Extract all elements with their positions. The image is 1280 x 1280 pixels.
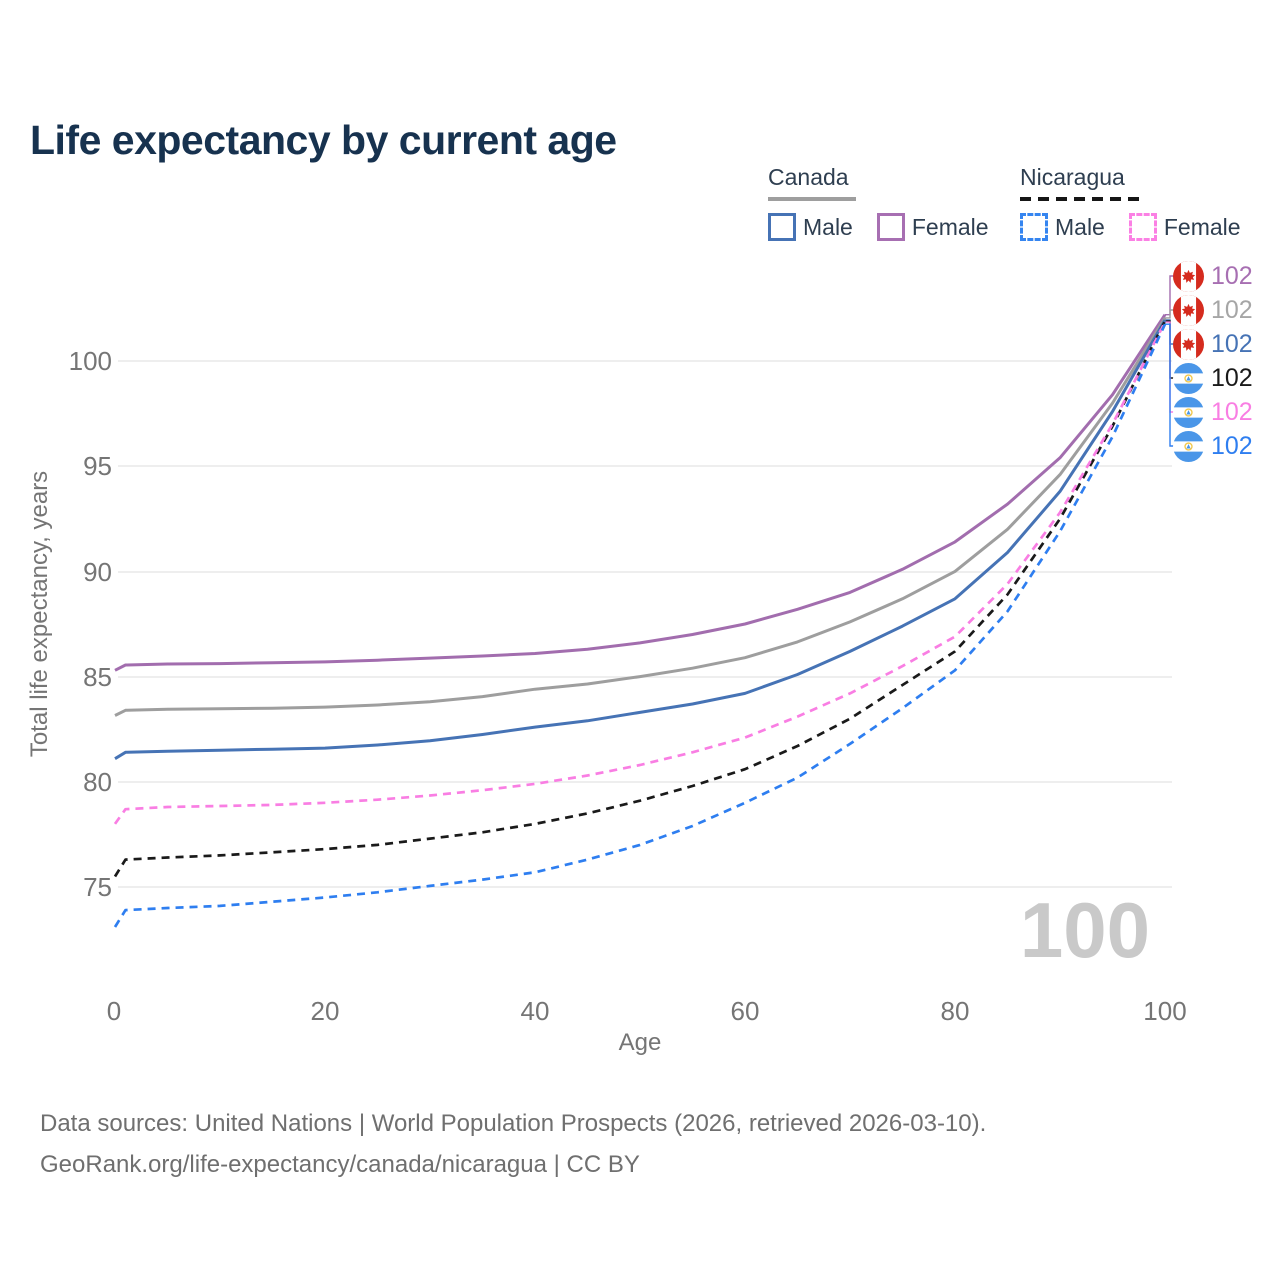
page-title: Life expectancy by current age xyxy=(30,117,617,164)
legend-nicaragua-underline xyxy=(1020,197,1140,201)
y-tick-labels: 100 95 90 85 80 75 xyxy=(69,346,112,902)
end-label-nicaragua-male: 102 xyxy=(1173,430,1253,462)
x-tick-0: 0 xyxy=(107,996,121,1026)
x-tick-80: 80 xyxy=(941,996,970,1026)
end-value-nicaragua-male: 102 xyxy=(1211,431,1253,460)
y-axis-title: Total life expectancy, years xyxy=(26,471,53,757)
canada-flag-icon xyxy=(1173,260,1204,292)
end-value-canada-female: 102 xyxy=(1211,261,1253,290)
y-tick-85: 85 xyxy=(83,662,112,692)
end-value-nicaragua-both: 102 xyxy=(1211,363,1253,392)
legend-group-nicaragua: Nicaragua Male Female xyxy=(1020,164,1241,241)
nicaragua-male-swatch-icon xyxy=(1020,213,1048,241)
y-tick-100: 100 xyxy=(69,346,112,376)
canada-male-swatch-icon xyxy=(768,213,796,241)
y-tick-90: 90 xyxy=(83,557,112,587)
x-tick-60: 60 xyxy=(731,996,760,1026)
series-line-canada-female xyxy=(114,313,1167,672)
end-label-nicaragua-female: 102 xyxy=(1173,396,1253,428)
nicaragua-female-swatch-icon xyxy=(1128,213,1157,241)
attribution-text: GeoRank.org/life-expectancy/canada/nicar… xyxy=(40,1151,640,1178)
end-value-canada-male: 102 xyxy=(1211,329,1253,358)
series-line-nicaragua-female xyxy=(113,321,1167,825)
x-tick-labels: 0 20 40 60 80 100 xyxy=(107,996,1187,1026)
legend-group-canada: Canada Male Female xyxy=(768,164,989,241)
canada-female-swatch-icon xyxy=(876,213,905,241)
nicaragua-flag-icon xyxy=(1173,362,1204,394)
series-line-canada-male xyxy=(114,319,1167,760)
y-tick-95: 95 xyxy=(83,451,112,481)
canada-flag-icon xyxy=(1173,328,1204,360)
end-label-nicaragua-both: 102 xyxy=(1173,362,1253,394)
legend-item-canada-male[interactable]: Male xyxy=(768,213,853,241)
legend-item-nicaragua-male[interactable]: Male xyxy=(1020,213,1105,241)
legend-canada-male-label: Male xyxy=(803,213,853,240)
series-lines xyxy=(113,313,1167,928)
legend-canada-female-label: Female xyxy=(911,213,989,240)
end-label-canada-female: 102 xyxy=(1173,260,1253,292)
canada-flag-icon xyxy=(1173,294,1204,326)
end-label-canada-both: 102 xyxy=(1173,294,1253,326)
end-label-canada-male: 102 xyxy=(1173,328,1253,360)
legend-canada-underline xyxy=(768,197,856,201)
age-watermark: 100 xyxy=(1020,886,1150,974)
nicaragua-flag-icon xyxy=(1173,396,1204,428)
data-sources-text: Data sources: United Nations | World Pop… xyxy=(40,1110,987,1137)
y-tick-80: 80 xyxy=(83,767,112,797)
legend-item-canada-female[interactable]: Female xyxy=(876,213,989,241)
nicaragua-flag-icon xyxy=(1173,430,1204,462)
series-line-canada-both xyxy=(114,317,1167,717)
gridlines xyxy=(118,360,1172,888)
legend-nicaragua-male-label: Male xyxy=(1055,213,1105,240)
legend-item-nicaragua-female[interactable]: Female xyxy=(1128,213,1241,241)
x-tick-40: 40 xyxy=(521,996,550,1026)
series-line-nicaragua-both xyxy=(113,320,1167,878)
x-tick-100: 100 xyxy=(1143,996,1186,1026)
end-value-nicaragua-female: 102 xyxy=(1211,397,1253,426)
end-value-canada-both: 102 xyxy=(1211,295,1253,324)
legend-canada-label: Canada xyxy=(768,164,849,190)
y-tick-75: 75 xyxy=(83,872,112,902)
legend-nicaragua-female-label: Female xyxy=(1163,213,1241,240)
legend-nicaragua-label: Nicaragua xyxy=(1020,164,1125,190)
series-line-nicaragua-male xyxy=(113,323,1167,928)
x-tick-20: 20 xyxy=(311,996,340,1026)
x-axis-title: Age xyxy=(619,1029,662,1056)
